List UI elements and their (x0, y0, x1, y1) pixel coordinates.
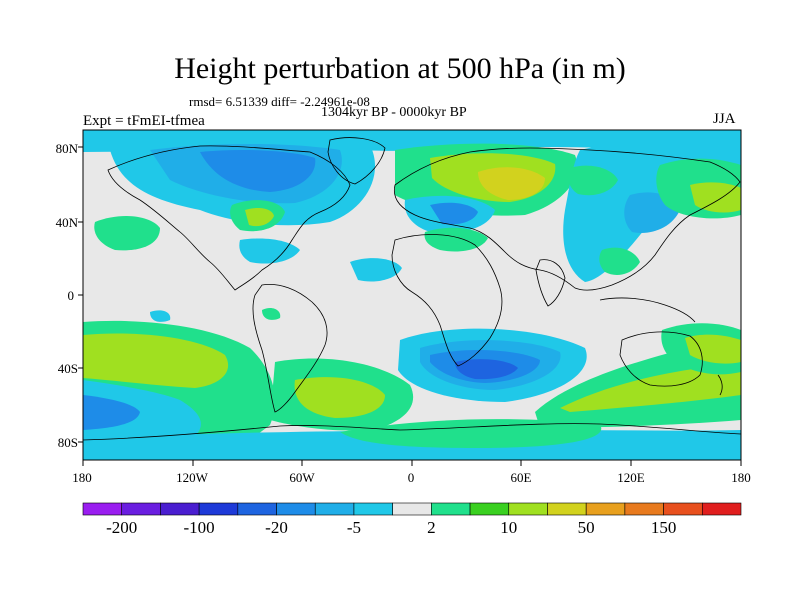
colorbar-label: -5 (346, 518, 362, 537)
west-atlantic-blue (239, 238, 300, 264)
colorbar (82, 502, 742, 516)
map-frame (78, 129, 742, 466)
siberia-yellow-core (478, 167, 545, 200)
colorbar-swatch (160, 502, 200, 516)
south-america-coast (252, 283, 328, 413)
sahara-blue (350, 258, 402, 282)
australia-coast (619, 331, 703, 387)
indonesia-coast (599, 297, 696, 323)
colorbar-label: 10 (500, 518, 518, 537)
tropical-green-patch (262, 307, 281, 320)
lon-label-180w: 180 (72, 470, 92, 485)
pacific-yellow-north (690, 182, 741, 213)
mediterranean-deep-blue (430, 202, 478, 225)
new-zealand-coast (717, 374, 723, 396)
colorbar-label: 2 (427, 518, 436, 537)
lon-label-120w: 120W (176, 470, 208, 485)
colorbar-swatch (547, 502, 587, 516)
colorbar-swatch (314, 502, 355, 516)
colorbar-swatch (624, 502, 664, 516)
lon-label-180e: 180 (731, 470, 751, 485)
colorbar-swatch (508, 502, 548, 516)
lon-label-60e: 60E (510, 470, 532, 485)
tropical-atlantic-blue (150, 310, 171, 322)
south-pacific-yellow-core (83, 333, 229, 388)
colorbar-swatch (276, 502, 316, 516)
contour-field (83, 130, 741, 460)
africa-coast (391, 234, 503, 367)
colorbar-swatch (237, 502, 277, 516)
north-america-deep-blue (200, 150, 316, 192)
colorbar-swatch (353, 502, 393, 516)
north-africa-green (424, 227, 488, 252)
lon-label-0: 0 (407, 470, 415, 485)
lat-label-40n: 40N (55, 215, 78, 230)
colorbar-swatch (121, 502, 161, 516)
antarctic-green-patch (340, 419, 602, 448)
lat-label-80n: 80N (55, 141, 78, 156)
south-indian-deep-blue (455, 359, 518, 380)
colorbar-label: -200 (106, 518, 138, 537)
colorbar-swatch (701, 502, 742, 516)
colorbar-swatch (392, 502, 432, 516)
india-coast (535, 259, 566, 307)
colorbar-label: -20 (265, 518, 288, 537)
colorbar-swatch (431, 502, 471, 516)
west-pacific-yellow (685, 334, 741, 364)
colorbar-swatch (663, 502, 703, 516)
china-green-patch (599, 247, 640, 275)
colorbar-swatch (198, 502, 239, 516)
north-america-coast (107, 145, 351, 291)
colorbar-swatch (82, 502, 123, 516)
south-pacific-deep-blue (83, 395, 140, 430)
colorbar-label: 50 (577, 518, 595, 537)
greenland-coast (327, 137, 386, 185)
south-indian-yellow-core (560, 362, 741, 412)
season-label: JJA (713, 111, 736, 127)
experiment-label: Expt = tFmEI-tfmea (83, 113, 205, 129)
plot-title: Height perturbation at 500 hPa (in m) (174, 52, 626, 85)
colorbar-label: 150 (650, 518, 677, 537)
siberia-green-patch (568, 165, 618, 196)
lon-label-60w: 60W (289, 470, 315, 485)
lon-label-120e: 120E (617, 470, 645, 485)
north-pacific-green (94, 216, 160, 251)
eastern-us-yellow (245, 208, 274, 227)
south-atlantic-yellow-core (294, 377, 385, 418)
antarctica-coast (83, 423, 741, 441)
colorbar-swatch (469, 502, 510, 516)
lat-label-0: 0 (67, 288, 75, 303)
period-text: 1304kyr BP - 0000kyr BP (321, 105, 467, 120)
lat-label-80s: 80S (57, 435, 78, 450)
coastlines (83, 137, 741, 441)
eurasia-coast (393, 147, 741, 291)
colorbar-swatch (585, 502, 626, 516)
stats-text: rmsd= 6.51339 diff= -2.24961e-08 (189, 94, 370, 109)
lat-label-40s: 40S (57, 361, 78, 376)
colorbar-label: -100 (183, 518, 215, 537)
